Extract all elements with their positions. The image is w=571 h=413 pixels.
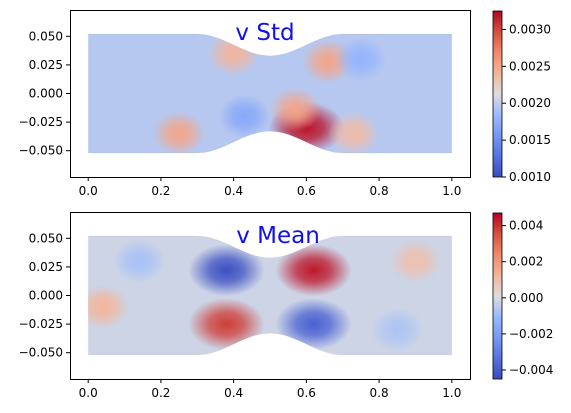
- colorbar-tick-label: 0.002: [509, 255, 543, 269]
- x-tick-label: 0.2: [151, 184, 170, 198]
- channel-outline: [87, 235, 453, 356]
- field-feature: [153, 111, 206, 153]
- colorbar-tick-label: 0.0015: [509, 133, 551, 147]
- v-mean-colorbar: 0.004 0.002 0.000 −0.002 −0.004: [492, 212, 553, 380]
- field-feature: [371, 307, 424, 352]
- field-feature: [327, 111, 380, 153]
- v-std-axes-frame: [70, 10, 471, 178]
- y-tick-label: 0.000: [29, 87, 63, 101]
- y-tick-label: −0.050: [19, 346, 63, 360]
- colorbar-tick-label: 0.0025: [509, 59, 551, 73]
- y-tick-label: 0.050: [29, 29, 63, 43]
- field-feature: [334, 37, 387, 82]
- y-tick-label: −0.050: [19, 144, 63, 158]
- x-tick-label: 1.0: [442, 184, 461, 198]
- v-std-field: [87, 33, 453, 154]
- field-background: [88, 34, 452, 153]
- field-background: [88, 236, 452, 355]
- x-tick-label: 0.8: [370, 386, 389, 400]
- field-feature: [88, 284, 129, 329]
- field-clip-group: [88, 34, 452, 153]
- field-feature: [275, 298, 352, 351]
- v-mean-axes-frame: [70, 212, 471, 380]
- y-tick-label: −0.025: [19, 317, 63, 331]
- channel-outline: [87, 33, 453, 154]
- v-std-title: v Std: [235, 20, 294, 46]
- colorbar-tick-label: 0.0020: [509, 96, 551, 110]
- colorbar-tick-label: −0.002: [509, 327, 553, 341]
- x-tick-label: 0.6: [297, 184, 316, 198]
- panel-v-std: v Std 0.0 0.2 0.4 0.6 0.8 1.0 0.050 0.025 0.000…: [19, 10, 551, 198]
- panel-v-mean: v Mean 0.0 0.2 0.4 0.6 0.8 1.0 0.050 0.025 0.00…: [19, 212, 553, 400]
- y-tick-label: 0.000: [29, 289, 63, 303]
- x-tick-label: 0.6: [297, 386, 316, 400]
- y-tick-label: −0.025: [19, 115, 63, 129]
- x-tick-label: 0.4: [224, 386, 243, 400]
- field-feature: [269, 87, 322, 132]
- x-tick-label: 0.0: [79, 184, 98, 198]
- colorbar-tick-label: 0.004: [509, 219, 543, 233]
- v-std-colorbar: 0.0030 0.0025 0.0020 0.0015 0.0010: [492, 10, 551, 184]
- colorbar-tick-label: 0.0030: [509, 22, 551, 36]
- colorbar-tick-label: 0.0010: [509, 170, 551, 184]
- v-mean-field: [87, 235, 453, 356]
- x-tick-label: 0.8: [370, 184, 389, 198]
- field-clip-group: [88, 236, 452, 355]
- v-mean-y-ticks: 0.050 0.025 0.000 −0.025 −0.050: [19, 231, 70, 360]
- y-tick-label: 0.025: [29, 260, 63, 274]
- v-mean-title: v Mean: [236, 223, 320, 249]
- field-feature: [275, 244, 352, 297]
- colorbar-bar: [492, 10, 503, 178]
- x-tick-label: 1.0: [442, 386, 461, 400]
- field-feature: [188, 298, 265, 351]
- x-tick-label: 0.2: [151, 386, 170, 400]
- colorbar-tick-label: −0.004: [509, 363, 553, 377]
- y-tick-label: 0.025: [29, 58, 63, 72]
- v-std-x-ticks: 0.0 0.2 0.4 0.6 0.8 1.0: [79, 177, 461, 198]
- field-feature: [218, 94, 271, 139]
- field-feature: [188, 244, 265, 297]
- v-mean-x-ticks: 0.0 0.2 0.4 0.6 0.8 1.0: [79, 379, 461, 400]
- field-feature: [113, 239, 166, 284]
- v-std-y-ticks: 0.050 0.025 0.000 −0.025 −0.050: [19, 29, 70, 158]
- x-tick-label: 0.4: [224, 184, 243, 198]
- y-tick-label: 0.050: [29, 231, 63, 245]
- colorbar-bar: [492, 212, 503, 380]
- x-tick-label: 0.0: [79, 386, 98, 400]
- field-feature: [389, 239, 442, 284]
- colorbar-tick-label: 0.000: [509, 291, 543, 305]
